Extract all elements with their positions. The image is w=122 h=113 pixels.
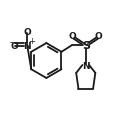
- Text: N: N: [23, 41, 31, 50]
- Text: N: N: [82, 61, 90, 70]
- Text: -: -: [9, 36, 13, 46]
- Text: O: O: [69, 32, 77, 41]
- Text: S: S: [82, 41, 90, 51]
- Text: O: O: [10, 41, 18, 50]
- Text: O: O: [95, 32, 103, 41]
- Text: +: +: [29, 37, 35, 46]
- Text: O: O: [23, 27, 31, 36]
